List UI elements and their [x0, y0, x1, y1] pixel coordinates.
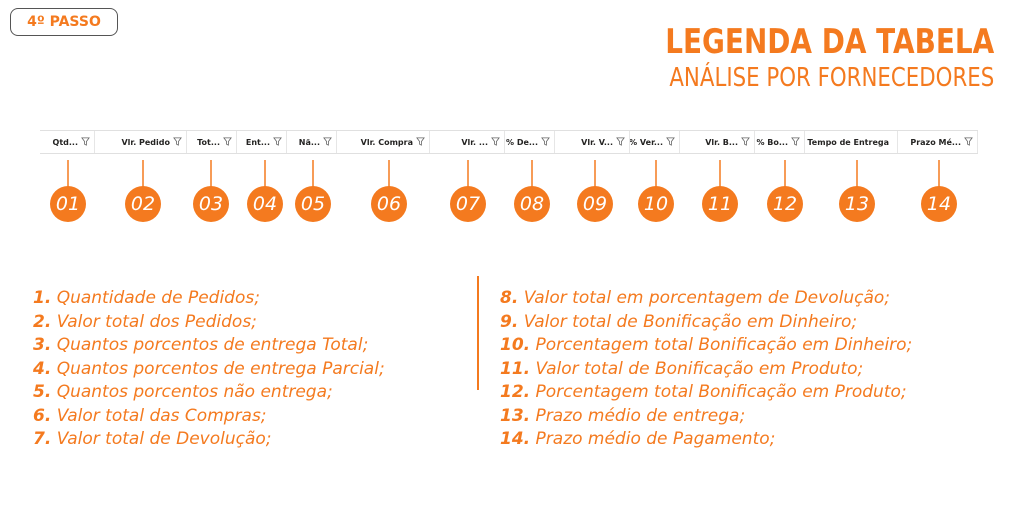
number-marker: 08	[514, 186, 550, 222]
column-header-label: Qtd...	[52, 137, 78, 147]
filter-icon[interactable]	[791, 137, 800, 146]
column-header-label: Vlr. Pedido	[121, 137, 170, 147]
legend-item: 13. Prazo médio de entrega;	[500, 405, 746, 426]
number-marker: 07	[450, 186, 486, 222]
legend-item: 5. Quantos porcentos não entrega;	[33, 382, 333, 402]
legend-item: 11. Valor total de Bonificação em Produt…	[500, 358, 864, 379]
column-header[interactable]: Vlr. Compra	[337, 131, 430, 153]
filter-icon[interactable]	[273, 137, 282, 146]
number-marker: 03	[193, 186, 229, 222]
filter-icon[interactable]	[173, 137, 182, 146]
column-header[interactable]: Tot...	[187, 131, 237, 153]
column-header[interactable]: Vlr. V...	[555, 131, 630, 153]
table-header: Qtd... Vlr. Pedido Tot... Ent... Nã... V…	[40, 130, 978, 154]
page-subtitle: ANÁLISE POR FORNECEDORES	[669, 63, 994, 93]
column-header[interactable]: Ent...	[237, 131, 287, 153]
filter-icon[interactable]	[741, 137, 750, 146]
column-header[interactable]: Nã...	[287, 131, 337, 153]
legend-item: 2. Valor total dos Pedidos;	[33, 311, 257, 332]
connector-lines	[67, 160, 940, 188]
legend-item: 14. Prazo médio de Pagamento;	[500, 429, 776, 449]
legend-item: 8. Valor total em porcentagem de Devoluç…	[500, 288, 890, 308]
column-header-label: Prazo Mé...	[910, 137, 961, 147]
legend-item: 10. Porcentagem total Bonificação em Din…	[500, 335, 913, 355]
column-header[interactable]: Tempo de Entrega	[805, 131, 898, 153]
column-header-label: % De...	[506, 137, 538, 147]
column-header-label: Tempo de Entrega	[807, 137, 889, 147]
page-title: LEGENDA DA TABELA	[665, 22, 994, 62]
number-marker: 02	[125, 186, 161, 222]
column-header-label: Tot...	[197, 137, 220, 147]
number-marker: 12	[767, 186, 803, 222]
filter-icon[interactable]	[223, 137, 232, 146]
legend-item: 7. Valor total de Devolução;	[33, 429, 272, 449]
column-header-label: Vlr. V...	[581, 137, 613, 147]
legend-right: 8. Valor total em porcentagem de Devoluç…	[500, 287, 912, 452]
column-header-label: Ent...	[245, 137, 270, 147]
legend-item: 12. Porcentagem total Bonificação em Pro…	[500, 382, 907, 402]
column-header[interactable]: Qtd...	[40, 131, 95, 153]
filter-icon[interactable]	[964, 137, 973, 146]
number-marker: 06	[371, 186, 407, 222]
step-badge: 4º PASSO	[10, 8, 118, 36]
legend-item: 4. Quantos porcentos de entrega Parcial;	[33, 358, 385, 379]
filter-icon[interactable]	[416, 137, 425, 146]
column-header-label: % Bo...	[756, 137, 788, 147]
column-header-label: Vlr. Compra	[360, 137, 413, 147]
legend-item: 3. Quantos porcentos de entrega Total;	[33, 335, 369, 355]
filter-icon[interactable]	[323, 137, 332, 146]
divider	[477, 276, 479, 390]
number-marker: 10	[638, 186, 674, 222]
number-marker: 13	[839, 186, 875, 222]
legend-left: 1. Quantidade de Pedidos; 2. Valor total…	[33, 287, 385, 452]
column-header-label: Vlr. ...	[461, 137, 488, 147]
column-header[interactable]: % Bo...	[755, 131, 805, 153]
filter-icon[interactable]	[616, 137, 625, 146]
filter-icon[interactable]	[666, 137, 675, 146]
legend-item: 1. Quantidade de Pedidos;	[33, 288, 260, 308]
column-header-label: Nã...	[298, 137, 320, 147]
column-header[interactable]: Vlr. B...	[680, 131, 755, 153]
number-marker: 11	[702, 186, 738, 222]
column-header[interactable]: Vlr. ...	[430, 131, 505, 153]
column-header[interactable]: % Ver...	[630, 131, 680, 153]
number-marker: 14	[921, 186, 957, 222]
number-marker: 01	[50, 186, 86, 222]
legend-item: 9. Valor total de Bonificação em Dinheir…	[500, 311, 858, 332]
filter-icon[interactable]	[81, 137, 90, 146]
filter-icon[interactable]	[491, 137, 500, 146]
column-header-label: % Ver...	[630, 137, 663, 147]
number-marker: 04	[247, 186, 283, 222]
number-marker: 09	[577, 186, 613, 222]
filter-icon[interactable]	[541, 137, 550, 146]
column-header[interactable]: Vlr. Pedido	[95, 131, 187, 153]
column-header-label: Vlr. B...	[705, 137, 738, 147]
legend-item: 6. Valor total das Compras;	[33, 405, 267, 426]
column-header[interactable]: Prazo Mé...	[898, 131, 978, 153]
column-header[interactable]: % De...	[505, 131, 555, 153]
number-marker: 05	[295, 186, 331, 222]
